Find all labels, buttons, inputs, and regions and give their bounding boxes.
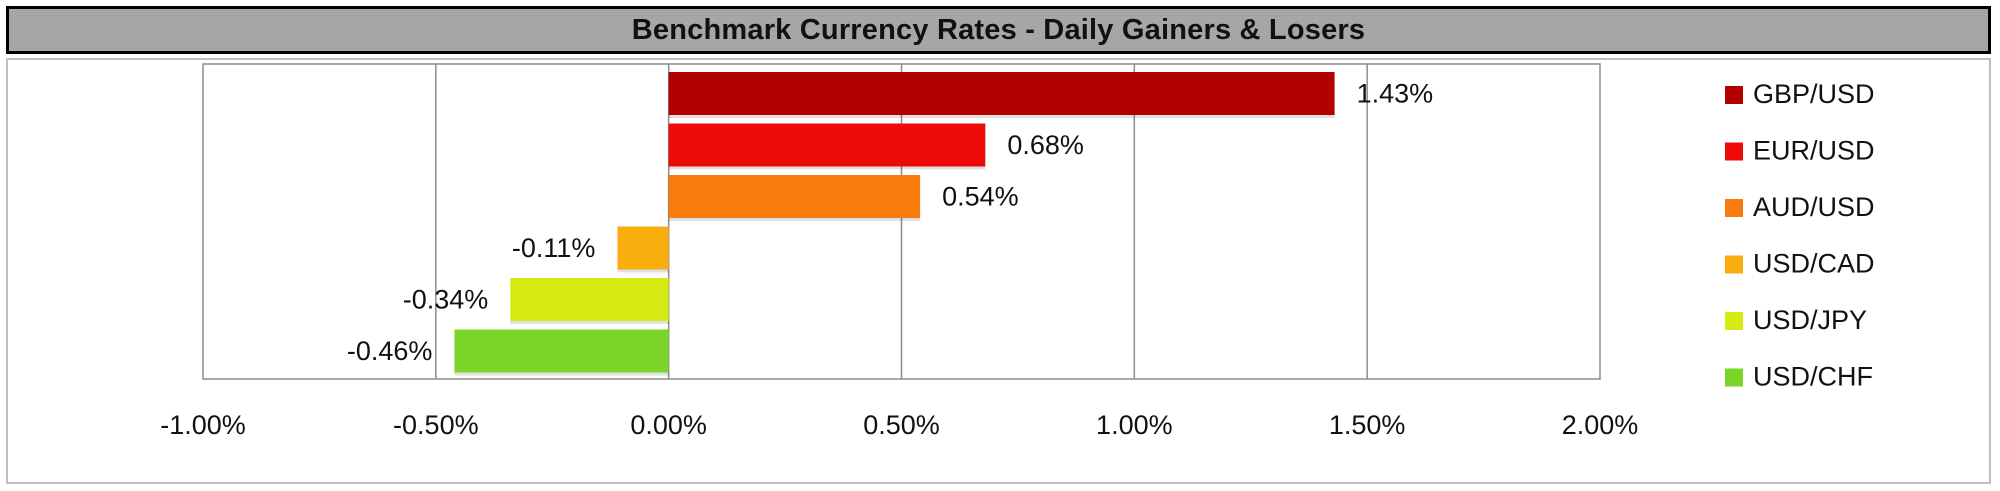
bar-shadow [510,321,669,324]
bar-eur-usd [668,123,986,167]
chart-frame [6,58,1991,484]
bar-shadow [668,218,921,221]
data-label: -0.46% [347,336,433,366]
legend-swatch [1725,312,1743,330]
x-tick-label: 1.50% [1329,410,1406,440]
legend-label: GBP/USD [1753,79,1875,109]
legend-swatch [1725,86,1743,104]
data-label: -0.11% [512,233,596,263]
x-tick-label: 1.00% [1096,410,1173,440]
data-label: 0.68% [1007,130,1084,160]
legend-swatch [1725,255,1743,274]
legend-label: USD/JPY [1753,305,1867,335]
chart-title-bar: Benchmark Currency Rates - Daily Gainers… [6,6,1991,54]
legend-swatch [1725,142,1743,161]
legend-label: USD/CHF [1753,362,1873,392]
bar-usd-chf [454,329,669,373]
data-label: -0.34% [403,285,489,315]
x-tick-label: 2.00% [1562,410,1639,440]
bar-usd-jpy [510,278,669,321]
data-label: 1.43% [1357,79,1434,109]
bar-shadow [617,269,669,273]
x-tick-label: 0.50% [863,410,940,440]
bar-shadow [668,115,1335,118]
legend-label: EUR/USD [1753,136,1875,166]
bar-aud-usd [668,175,921,218]
x-tick-label: -1.00% [160,410,246,440]
data-label: 0.54% [942,182,1019,212]
legend-label: USD/CAD [1753,249,1875,279]
legend-swatch [1725,199,1743,217]
chart-title: Benchmark Currency Rates - Daily Gainers… [631,13,1366,46]
bar-shadow [454,372,669,376]
x-tick-label: 0.00% [630,410,707,440]
bar-gbp-usd [668,72,1335,115]
bar-usd-cad [617,226,669,270]
x-tick-label: -0.50% [393,410,479,440]
bar-shadow [668,166,986,170]
legend-swatch [1725,368,1743,387]
legend-label: AUD/USD [1753,192,1875,222]
